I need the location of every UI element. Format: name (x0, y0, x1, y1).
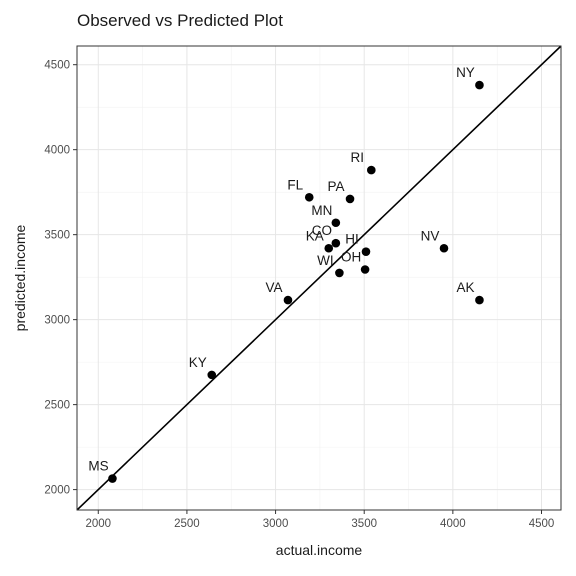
data-point-ri (367, 165, 376, 175)
point-label-ka: KA (306, 228, 324, 243)
data-point-mn (331, 218, 341, 228)
point-label-ny: NY (456, 65, 475, 80)
identity-reference-line (76, 45, 562, 511)
data-point-ka (324, 243, 334, 253)
data-point-wi (335, 268, 344, 278)
x-tick-label: 2500 (174, 518, 200, 530)
point-label-ri: RI (351, 150, 365, 165)
data-point-oh (360, 265, 370, 274)
point-label-pa: PA (328, 179, 345, 194)
chart-title: Observed vs Predicted Plot (77, 11, 283, 30)
point-label-wi: WI (317, 253, 334, 268)
reference-line-layer (76, 45, 562, 511)
data-point-hi (361, 247, 371, 256)
point-label-fl: FL (287, 177, 303, 192)
x-tick-label: 4000 (440, 518, 466, 530)
point-label-hi: HI (345, 232, 359, 247)
point-label-oh: OH (341, 250, 361, 265)
panel-border (76, 45, 562, 511)
point-label-co: CO (312, 223, 332, 238)
data-point-ky (207, 370, 217, 380)
point-label-nv: NV (421, 228, 440, 243)
data-point-va (283, 295, 293, 305)
grid (77, 46, 561, 510)
y-tick-label: 4000 (44, 145, 70, 157)
y-tick-label: 4500 (44, 60, 70, 72)
data-point-co (331, 238, 341, 248)
point-label-ky: KY (189, 355, 207, 370)
y-tick-label: 3000 (44, 315, 70, 327)
x-tick-label: 3500 (351, 518, 377, 530)
points-layer (108, 80, 484, 483)
x-tick-label: 4500 (529, 518, 555, 530)
x-axis-title: actual.income (276, 542, 363, 558)
axes: 2000 2500 3000 3500 4000 4500 2000 2500 3000 3500… (44, 60, 554, 530)
x-tick-label: 2000 (85, 518, 111, 530)
x-tick-label: 3000 (263, 518, 289, 530)
data-point-nv (439, 243, 449, 253)
point-label-ak: AK (456, 280, 474, 295)
data-point-ak (475, 295, 484, 305)
point-label-ms: MS (88, 459, 108, 474)
data-point-ms (108, 474, 117, 483)
data-point-fl (304, 192, 314, 202)
point-label-mn: MN (311, 203, 332, 218)
y-axis-title: predicted.income (12, 224, 28, 331)
data-point-pa (345, 194, 355, 204)
data-point-ny (475, 80, 484, 90)
y-tick-label: 2000 (44, 485, 70, 497)
y-tick-label: 3500 (44, 230, 70, 242)
point-label-va: VA (265, 280, 282, 295)
y-tick-label: 2500 (44, 400, 70, 412)
